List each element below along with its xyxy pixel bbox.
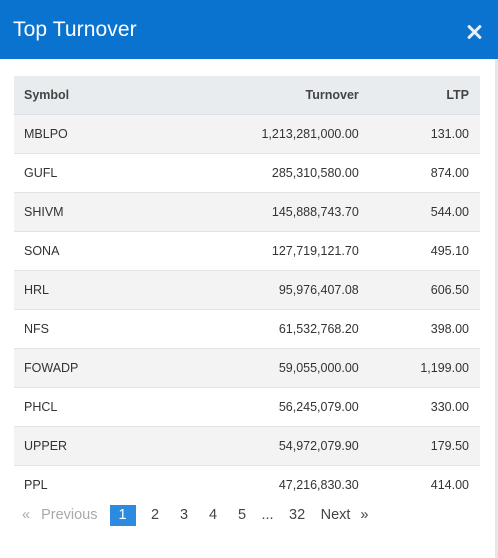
column-header-turnover: Turnover xyxy=(132,76,369,115)
table-row: UPPER 54,972,079.90 179.50 xyxy=(14,426,480,465)
table-row: FOWADP 59,055,000.00 1,199.00 xyxy=(14,348,480,387)
turnover-cell: 54,972,079.90 xyxy=(278,438,359,453)
symbol-cell: UPPER xyxy=(24,438,68,453)
symbol-cell: FOWADP xyxy=(24,360,79,375)
next-button[interactable]: Next xyxy=(320,507,351,523)
table-row: NFS 61,532,768.20 398.00 xyxy=(14,309,480,348)
turnover-cell: 47,216,830.30 xyxy=(278,477,359,492)
turnover-cell: 61,532,768.20 xyxy=(278,321,359,336)
modal-header: Top Turnover xyxy=(0,0,498,59)
page-1-button[interactable]: 1 xyxy=(109,505,136,526)
turnover-cell: 285,310,580.00 xyxy=(271,165,359,180)
turnover-cell: 1,213,281,000.00 xyxy=(261,126,359,141)
turnover-table-container: Symbol Turnover LTP MBLPO 1,213,281,000.… xyxy=(14,76,480,504)
pagination-ellipsis: ... xyxy=(261,507,274,523)
symbol-cell: SONA xyxy=(24,243,60,258)
pagination: « Previous 1 2 3 4 5 ... 32 Next » xyxy=(22,505,379,526)
page-32-button[interactable]: 32 xyxy=(289,507,306,523)
turnover-table: Symbol Turnover LTP MBLPO 1,213,281,000.… xyxy=(14,76,480,504)
ltp-cell: 606.50 xyxy=(430,282,469,297)
ltp-cell: 544.00 xyxy=(430,204,469,219)
symbol-cell: PPL xyxy=(24,477,48,492)
ltp-cell: 179.50 xyxy=(430,438,469,453)
turnover-cell: 95,976,407.08 xyxy=(278,282,359,297)
table-row: GUFL 285,310,580.00 874.00 xyxy=(14,153,480,192)
table-header-row: Symbol Turnover LTP xyxy=(14,76,480,115)
symbol-cell: PHCL xyxy=(24,399,58,414)
ltp-cell: 1,199.00 xyxy=(420,360,469,375)
table-row: SHIVM 145,888,743.70 544.00 xyxy=(14,192,480,231)
previous-arrow-icon: « xyxy=(22,507,31,523)
symbol-cell: GUFL xyxy=(24,165,58,180)
page-4-button[interactable]: 4 xyxy=(208,507,218,523)
column-header-symbol: Symbol xyxy=(14,76,133,115)
turnover-cell: 59,055,000.00 xyxy=(278,360,359,375)
symbol-cell: SHIVM xyxy=(24,204,64,219)
symbol-cell: HRL xyxy=(24,282,50,297)
table-row: PPL 47,216,830.30 414.00 xyxy=(14,465,480,504)
turnover-cell: 127,719,121.70 xyxy=(271,243,359,258)
ltp-cell: 495.10 xyxy=(430,243,469,258)
next-arrow-icon[interactable]: » xyxy=(360,507,369,523)
turnover-cell: 145,888,743.70 xyxy=(271,204,359,219)
table-row: MBLPO 1,213,281,000.00 131.00 xyxy=(14,114,480,153)
ltp-cell: 398.00 xyxy=(430,321,469,336)
table-row: HRL 95,976,407.08 606.50 xyxy=(14,270,480,309)
ltp-cell: 414.00 xyxy=(430,477,469,492)
ltp-cell: 874.00 xyxy=(430,165,469,180)
turnover-cell: 56,245,079.00 xyxy=(278,399,359,414)
symbol-cell: NFS xyxy=(24,321,49,336)
close-icon[interactable] xyxy=(466,24,482,40)
ltp-cell: 330.00 xyxy=(430,399,469,414)
page-2-button[interactable]: 2 xyxy=(150,507,160,523)
page-3-button[interactable]: 3 xyxy=(179,507,189,523)
previous-button: Previous xyxy=(41,507,98,523)
ltp-cell: 131.00 xyxy=(430,126,469,141)
page-5-button[interactable]: 5 xyxy=(237,507,247,523)
column-header-ltp: LTP xyxy=(368,76,480,115)
table-row: SONA 127,719,121.70 495.10 xyxy=(14,231,480,270)
table-row: PHCL 56,245,079.00 330.00 xyxy=(14,387,480,426)
symbol-cell: MBLPO xyxy=(24,126,68,141)
scrollbar-track[interactable] xyxy=(495,59,498,558)
modal-title: Top Turnover xyxy=(13,17,137,41)
